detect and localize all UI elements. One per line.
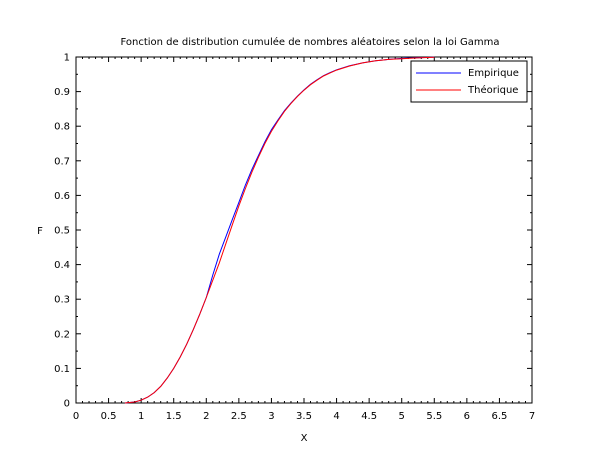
y-tick-label: 0.2	[54, 329, 70, 340]
x-tick-label: 5	[399, 411, 405, 422]
series-line-theorique	[124, 56, 435, 404]
legend: Empirique Théorique	[410, 60, 528, 103]
y-axis: 0 0.1 0.2 0.3 0.4 0.5 0.6 0.7 0.8 0.9 1	[54, 53, 532, 410]
x-tick-label: 7	[529, 411, 535, 422]
y-tick-label: 0.8	[54, 122, 70, 133]
y-tick-label: 0.7	[54, 156, 70, 167]
x-tick-label: 1	[138, 411, 144, 422]
y-tick-label: 0	[64, 399, 70, 410]
x-tick-label: 2.5	[231, 411, 247, 422]
x-tick-label: 1.5	[166, 411, 182, 422]
y-axis-label: F	[37, 226, 43, 237]
x-tick-label: 0	[73, 411, 79, 422]
y-tick-label: 0.4	[54, 260, 70, 271]
y-tick-label: 0.3	[54, 295, 70, 306]
x-axis: 0 0.5 1 1.5 2 2.5 3 3.5 4 4.5 5 5.5 6 6.5 7	[73, 57, 535, 422]
y-tick-label: 1	[64, 53, 70, 64]
x-tick-label: 2	[203, 411, 209, 422]
plot-area	[75, 56, 533, 404]
chart-title: Fonction de distribution cumulée de nomb…	[121, 36, 500, 48]
y-tick-label: 0.6	[54, 191, 70, 202]
x-tick-label: 6	[464, 411, 470, 422]
series-layer	[124, 56, 435, 404]
x-tick-label: 0.5	[101, 411, 117, 422]
x-tick-label: 3	[268, 411, 274, 422]
y-tick-label: 0.9	[54, 87, 70, 98]
legend-box	[410, 60, 528, 103]
x-tick-label: 4.5	[361, 411, 377, 422]
x-tick-label: 3.5	[296, 411, 312, 422]
y-tick-label: 0.5	[54, 226, 70, 237]
y-tick-label: 0.1	[54, 364, 70, 375]
x-axis-label: X	[301, 433, 308, 444]
x-tick-label: 4	[333, 411, 339, 422]
x-tick-label: 5.5	[426, 411, 442, 422]
legend-label-empirique: Empirique	[468, 68, 519, 79]
legend-label-theorique: Théorique	[467, 84, 518, 96]
x-tick-label: 6.5	[491, 411, 507, 422]
series-line-empirique	[124, 56, 435, 404]
